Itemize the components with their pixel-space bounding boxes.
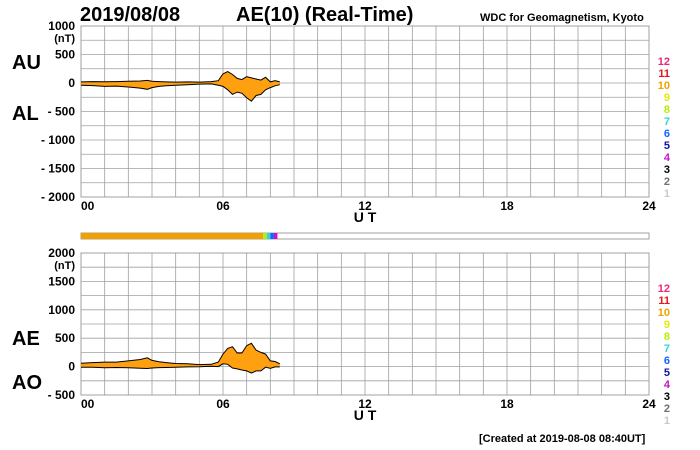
p0-x-tick-label: 06 bbox=[216, 199, 230, 213]
p0-legend-entry-6: 6 bbox=[664, 128, 670, 140]
p1-unit-label: (nT) bbox=[54, 260, 75, 272]
p1-y-tick-label: 1500 bbox=[48, 274, 75, 288]
p1-x-tick-label: 24 bbox=[642, 397, 656, 411]
p1-y-tick-label: 500 bbox=[55, 331, 75, 345]
p0-y-tick-label: 0 bbox=[68, 76, 75, 90]
p0-legend-entry-4: 4 bbox=[664, 152, 671, 164]
station-bar-segment bbox=[270, 233, 274, 239]
p0-x-axis-title: U T bbox=[354, 209, 377, 225]
ao-label: AO bbox=[12, 372, 42, 394]
p0-plot-frame bbox=[80, 25, 650, 198]
p1-series-line-ae bbox=[80, 342, 281, 366]
p0-y-tick-label: - 500 bbox=[48, 105, 76, 119]
p1-legend-entry-12: 12 bbox=[658, 283, 670, 295]
p0-series-line-au bbox=[80, 71, 280, 83]
p0-legend-entry-7: 7 bbox=[664, 116, 670, 128]
p0-legend-entry-10: 10 bbox=[658, 80, 670, 92]
p1-x-tick-label: 00 bbox=[81, 397, 95, 411]
p1-legend-entry-8: 8 bbox=[664, 331, 670, 343]
p1-legend-entry-3: 3 bbox=[664, 391, 670, 403]
p1-plot-frame bbox=[80, 252, 650, 396]
au-label: AU bbox=[12, 52, 41, 74]
p1-x-tick-label: 06 bbox=[216, 397, 230, 411]
p0-x-tick-label: 18 bbox=[500, 199, 514, 213]
station-bar-segment bbox=[273, 233, 278, 239]
p0-legend-entry-8: 8 bbox=[664, 104, 670, 116]
p1-legend-entry-7: 7 bbox=[664, 343, 670, 355]
p0-y-tick-label: 1000 bbox=[48, 19, 75, 33]
p0-legend-entry-12: 12 bbox=[658, 56, 670, 68]
date-title: 2019/08/08 bbox=[80, 4, 181, 26]
p1-legend-entry-9: 9 bbox=[664, 319, 670, 331]
p1-y-tick-label: 0 bbox=[68, 360, 75, 374]
p1-legend-entry-11: 11 bbox=[658, 295, 670, 307]
p1-legend-entry-5: 5 bbox=[664, 367, 670, 379]
p1-x-tick-label: 18 bbox=[500, 397, 514, 411]
p0-y-tick-label: - 1500 bbox=[41, 162, 75, 176]
p0-x-tick-label: 24 bbox=[642, 199, 656, 213]
station-bar-segment bbox=[266, 233, 271, 239]
p1-legend-entry-2: 2 bbox=[664, 403, 670, 415]
p1-legend-entry-6: 6 bbox=[664, 355, 670, 367]
p1-legend-entry-10: 10 bbox=[658, 307, 670, 319]
p0-legend-entry-1: 1 bbox=[664, 188, 670, 200]
p1-series-line-ao bbox=[81, 363, 280, 374]
p0-legend-entry-9: 9 bbox=[664, 92, 670, 104]
p0-x-tick-label: 00 bbox=[81, 199, 95, 213]
p0-y-tick-label: - 2000 bbox=[41, 190, 75, 204]
chart-title: AE(10) (Real-Time) bbox=[236, 4, 414, 26]
p1-legend-entry-1: 1 bbox=[664, 415, 670, 427]
organization-label: WDC for Geomagnetism, Kyoto bbox=[480, 12, 644, 24]
created-timestamp: [Created at 2019-08-08 08:40UT] bbox=[479, 433, 646, 445]
p0-legend-entry-2: 2 bbox=[664, 176, 670, 188]
station-bar-segment bbox=[263, 233, 267, 239]
p0-legend-entry-3: 3 bbox=[664, 164, 670, 176]
p1-x-tick-label: 12 bbox=[358, 397, 372, 411]
station-bar-segment bbox=[81, 233, 264, 239]
p1-y-tick-label: 1000 bbox=[48, 303, 75, 317]
p0-legend-entry-11: 11 bbox=[658, 68, 670, 80]
p0-y-tick-label: - 1000 bbox=[41, 133, 75, 147]
p1-x-axis-title: U T bbox=[354, 407, 377, 423]
p1-band-fill bbox=[81, 343, 280, 374]
p0-y-tick-label: 500 bbox=[55, 48, 75, 62]
p0-unit-label: (nT) bbox=[54, 33, 75, 45]
p1-y-tick-label: - 500 bbox=[48, 388, 76, 402]
p0-band-fill bbox=[81, 71, 280, 102]
p0-x-tick-label: 12 bbox=[358, 199, 372, 213]
p0-series-line-al bbox=[80, 83, 280, 102]
p1-legend-entry-4: 4 bbox=[664, 379, 671, 391]
al-label: AL bbox=[12, 103, 39, 125]
p1-y-tick-label: 2000 bbox=[48, 246, 75, 260]
p0-legend-entry-5: 5 bbox=[664, 140, 670, 152]
ae-label: AE bbox=[12, 328, 40, 350]
